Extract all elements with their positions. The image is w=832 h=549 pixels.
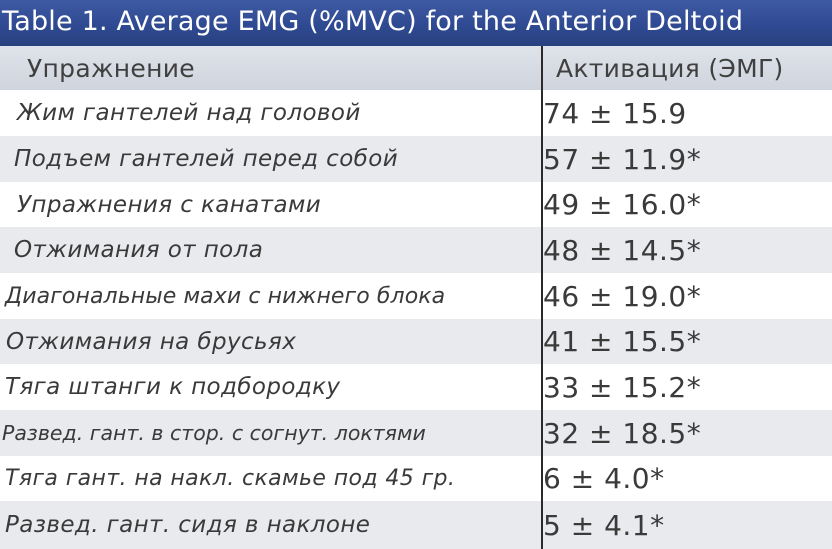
- activation-cell: 41 ± 15.5*: [543, 325, 702, 358]
- column-divider: [541, 46, 543, 549]
- exercise-cell: Развед. гант. сидя в наклоне: [5, 512, 371, 538]
- activation-cell: 6 ± 4.0*: [543, 462, 665, 495]
- activation-cell: 49 ± 16.0*: [543, 188, 702, 221]
- exercise-cell: Подъем гантелей перед собой: [14, 146, 399, 172]
- table-row: Тяга гант. на накл. скамье под 45 гр. 6 …: [0, 456, 832, 501]
- exercise-cell: Тяга гант. на накл. скамье под 45 гр.: [5, 466, 456, 491]
- activation-cell: 33 ± 15.2*: [543, 370, 702, 404]
- table-row: Жим гантелей над головой 74 ± 15.9: [0, 90, 832, 136]
- activation-cell: 5 ± 4.1*: [543, 508, 665, 542]
- exercise-cell: Отжимания от пола: [14, 237, 264, 263]
- table-row: Отжимания на брусьях 41 ± 15.5*: [0, 319, 832, 364]
- activation-cell: 48 ± 14.5*: [543, 233, 702, 267]
- header-exercise: Упражнение: [27, 53, 195, 83]
- exercise-cell: Развед. гант. в стор. с согнут. локтями: [2, 421, 426, 445]
- table-row: Упражнения с канатами 49 ± 16.0*: [0, 182, 832, 227]
- exercise-cell: Упражнения с канатами: [17, 191, 322, 218]
- table-row: Тяга штанги к подбородку 33 ± 15.2*: [0, 364, 832, 410]
- table-header-row: Упражнение Активация (ЭМГ): [0, 46, 832, 90]
- exercise-cell: Тяга штанги к подбородку: [5, 374, 341, 400]
- activation-cell: 46 ± 19.0*: [543, 279, 702, 313]
- table-row: Отжимания от пола 48 ± 14.5*: [0, 227, 832, 273]
- table-row: Развед. гант. сидя в наклоне 5 ± 4.1*: [0, 501, 832, 549]
- emg-table: Упражнение Активация (ЭМГ) Жим гантелей …: [0, 46, 832, 549]
- table-row: Диагональные махи с нижнего блока 46 ± 1…: [0, 273, 832, 319]
- header-activation: Активация (ЭМГ): [556, 53, 784, 83]
- table-row: Развед. гант. в стор. с согнут. локтями …: [0, 410, 832, 456]
- exercise-cell: Диагональные махи с нижнего блока: [5, 283, 446, 309]
- activation-cell: 57 ± 11.9*: [543, 142, 702, 176]
- title-bar: Table 1. Average EMG (%MVC) for the Ante…: [0, 0, 832, 46]
- exercise-cell: Отжимания на брусьях: [6, 328, 297, 355]
- activation-cell: 74 ± 15.9: [543, 96, 687, 130]
- activation-cell: 32 ± 18.5*: [543, 416, 702, 450]
- table-title: Table 1. Average EMG (%MVC) for the Ante…: [2, 6, 744, 37]
- exercise-cell: Жим гантелей над головой: [17, 100, 361, 126]
- table-row: Подъем гантелей перед собой 57 ± 11.9*: [0, 136, 832, 182]
